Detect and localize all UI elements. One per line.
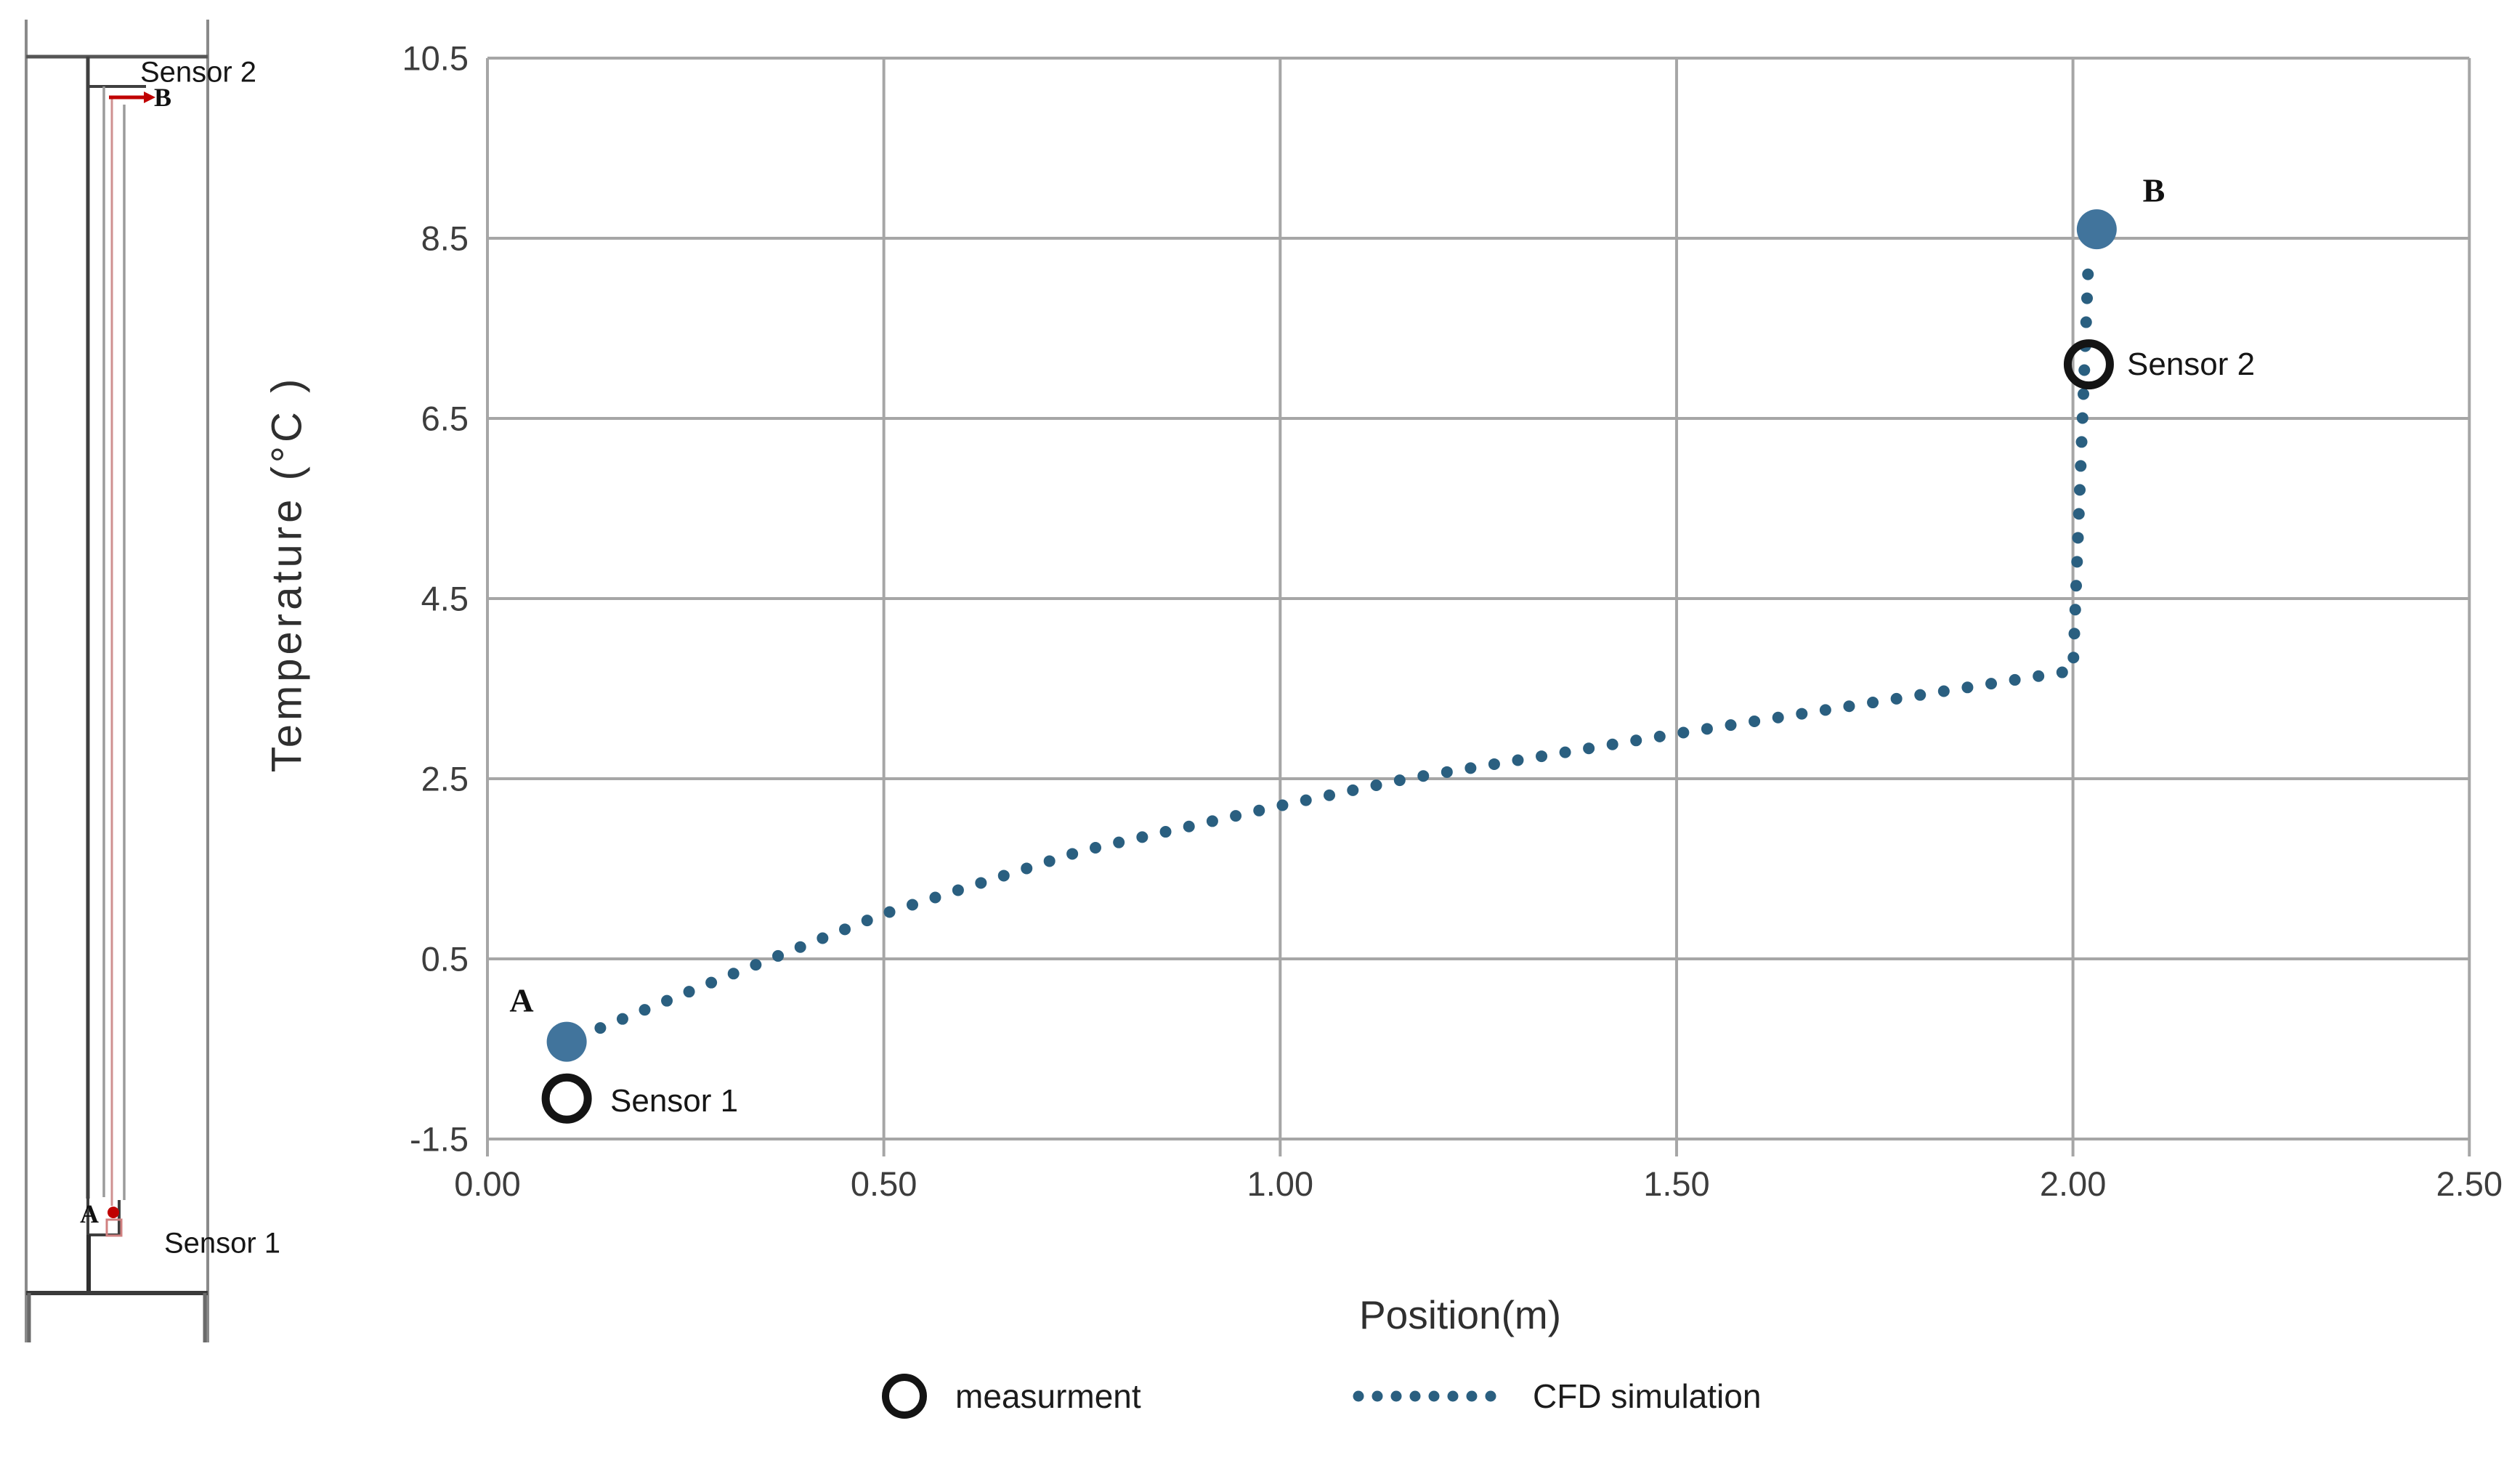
x-axis-title: Position(m): [1359, 1292, 1561, 1338]
y-axis-title: Temperature (°C ): [263, 376, 312, 773]
schematic-sensor1-label: Sensor 1: [164, 1228, 280, 1260]
y-tick-label: 4.5: [309, 579, 469, 619]
y-tick-label: 2.5: [309, 759, 469, 799]
schematic-point-a-dot: [108, 1207, 119, 1218]
figure-canvas: Sensor 2 B A Sensor 1 Temperature (°C ) …: [0, 0, 2520, 1471]
y-tick-label: 0.5: [309, 939, 469, 979]
point-b-label: B: [2143, 171, 2166, 210]
legend-cfd-label: CFD simulation: [1533, 1377, 1761, 1416]
sensor1-point-label: Sensor 1: [610, 1083, 738, 1119]
x-tick-label: 1.00: [1247, 1164, 1313, 1204]
y-tick-label: 8.5: [309, 219, 469, 259]
x-tick-label: 0.00: [454, 1164, 520, 1204]
sensor2-point-label: Sensor 2: [2127, 347, 2255, 383]
schematic-point-a-label: A: [80, 1199, 99, 1229]
x-tick-label: 0.50: [851, 1164, 917, 1204]
legend-measurement-label: measurment: [955, 1377, 1141, 1416]
x-tick-label: 2.50: [2436, 1164, 2503, 1204]
x-tick-label: 2.00: [2040, 1164, 2106, 1204]
schematic-point-b-label: B: [154, 82, 171, 113]
y-tick-label: 6.5: [309, 399, 469, 439]
y-tick-label: 10.5: [309, 39, 469, 78]
point-a-label: A: [509, 981, 533, 1020]
x-tick-label: 1.50: [1643, 1164, 1709, 1204]
y-tick-label: -1.5: [309, 1119, 469, 1159]
